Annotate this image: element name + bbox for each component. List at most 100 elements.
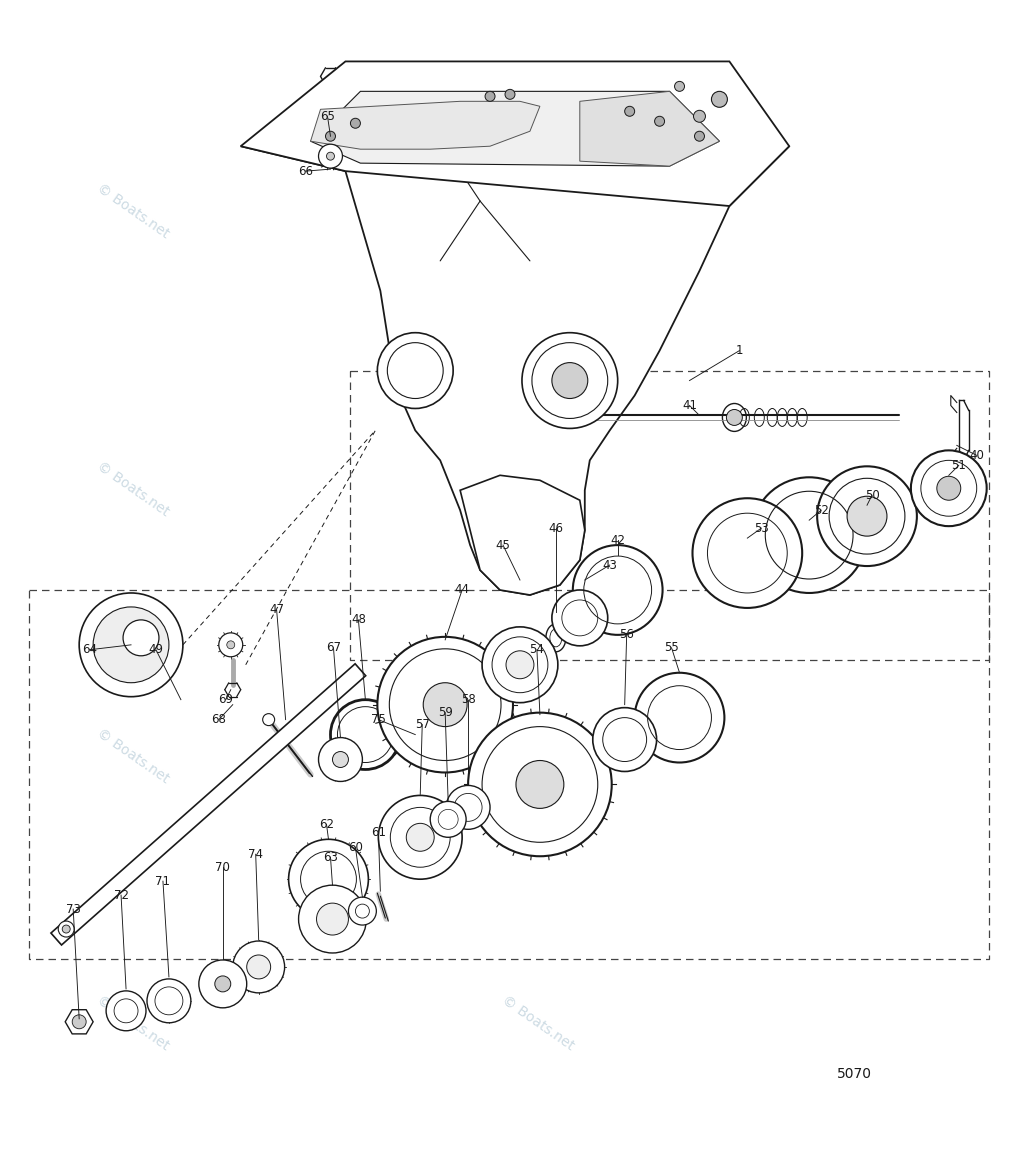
Circle shape [505, 90, 515, 99]
Circle shape [348, 897, 376, 925]
Circle shape [885, 495, 895, 504]
Text: 75: 75 [371, 714, 386, 726]
Circle shape [72, 1015, 86, 1029]
Text: 74: 74 [248, 847, 263, 860]
Circle shape [332, 752, 348, 767]
Circle shape [573, 545, 662, 634]
Circle shape [654, 116, 664, 126]
Circle shape [522, 333, 618, 428]
Circle shape [506, 651, 534, 679]
Text: 70: 70 [215, 860, 231, 874]
Circle shape [838, 528, 848, 538]
Circle shape [911, 450, 987, 526]
Text: 52: 52 [814, 504, 829, 517]
Text: 64: 64 [81, 644, 97, 656]
Polygon shape [311, 101, 539, 149]
Circle shape [485, 91, 495, 101]
Circle shape [325, 132, 335, 141]
Text: 54: 54 [529, 644, 545, 656]
Circle shape [317, 903, 348, 935]
Circle shape [817, 467, 916, 566]
Text: 61: 61 [371, 825, 386, 839]
Circle shape [693, 498, 803, 608]
Circle shape [752, 477, 867, 592]
Circle shape [147, 979, 191, 1023]
Text: © Boats.net: © Boats.net [94, 180, 172, 241]
Circle shape [106, 991, 146, 1031]
Polygon shape [460, 475, 585, 595]
Circle shape [446, 786, 490, 829]
Circle shape [424, 683, 467, 726]
Text: 59: 59 [438, 707, 452, 719]
Circle shape [377, 637, 513, 773]
Circle shape [838, 495, 848, 504]
Text: 66: 66 [298, 164, 313, 178]
Circle shape [233, 941, 284, 993]
Circle shape [847, 496, 887, 537]
Polygon shape [51, 663, 366, 945]
Polygon shape [580, 91, 719, 166]
Polygon shape [550, 412, 560, 418]
Circle shape [853, 539, 863, 548]
Circle shape [871, 539, 881, 548]
Circle shape [351, 119, 361, 128]
Circle shape [871, 484, 881, 494]
Circle shape [326, 152, 334, 161]
Circle shape [675, 81, 685, 91]
Text: 43: 43 [602, 559, 617, 572]
Polygon shape [311, 91, 719, 166]
Circle shape [319, 738, 363, 781]
Text: © Boats.net: © Boats.net [94, 459, 172, 519]
Circle shape [319, 144, 342, 168]
Text: 5070: 5070 [836, 1066, 872, 1080]
Circle shape [93, 606, 169, 683]
Text: 65: 65 [320, 109, 335, 122]
Text: © Boats.net: © Boats.net [500, 180, 577, 241]
Circle shape [58, 921, 74, 937]
Text: 44: 44 [454, 583, 469, 596]
Text: © Boats.net: © Boats.net [94, 993, 172, 1053]
Text: 72: 72 [114, 888, 129, 902]
Circle shape [214, 975, 231, 992]
Circle shape [937, 476, 961, 501]
Text: © Boats.net: © Boats.net [500, 459, 577, 519]
Circle shape [377, 333, 453, 409]
Polygon shape [241, 147, 789, 595]
Circle shape [123, 620, 158, 655]
Circle shape [482, 627, 558, 703]
Text: 69: 69 [218, 694, 234, 707]
Text: 46: 46 [549, 521, 563, 534]
Circle shape [263, 714, 274, 725]
Circle shape [299, 885, 367, 953]
Text: 73: 73 [66, 902, 80, 916]
Circle shape [885, 528, 895, 538]
Text: 1: 1 [736, 345, 743, 357]
Circle shape [552, 363, 588, 398]
Circle shape [726, 410, 743, 425]
Text: 57: 57 [415, 718, 430, 731]
Circle shape [199, 960, 247, 1008]
Text: 48: 48 [351, 613, 366, 626]
Text: 53: 53 [754, 521, 769, 534]
Text: 63: 63 [323, 851, 338, 864]
Text: 51: 51 [951, 459, 966, 471]
Text: 41: 41 [682, 399, 697, 412]
Circle shape [711, 91, 727, 107]
Circle shape [853, 484, 863, 494]
Circle shape [695, 132, 704, 141]
Text: 71: 71 [155, 874, 171, 888]
Circle shape [247, 954, 270, 979]
Circle shape [378, 795, 462, 879]
Text: 56: 56 [619, 629, 634, 641]
Circle shape [468, 712, 612, 857]
Text: 49: 49 [148, 644, 164, 656]
Text: 45: 45 [496, 539, 510, 552]
Polygon shape [241, 62, 789, 206]
Circle shape [635, 673, 724, 762]
Text: 58: 58 [460, 694, 475, 707]
Circle shape [516, 760, 564, 808]
Text: 42: 42 [611, 533, 625, 547]
Circle shape [289, 839, 369, 920]
Circle shape [694, 111, 705, 122]
Circle shape [406, 823, 434, 851]
